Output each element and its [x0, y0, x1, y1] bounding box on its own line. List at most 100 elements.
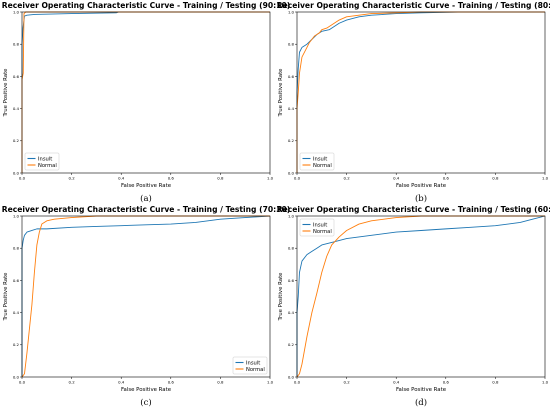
- roc-line-normal: [296, 215, 545, 378]
- y-tick-label: 0.4: [13, 106, 20, 111]
- panel-sub-label: (c): [140, 397, 151, 408]
- legend-label-insult: Insult: [38, 156, 52, 162]
- panel-sub-label: (a): [140, 193, 152, 204]
- y-tick-label: 0.6: [13, 74, 20, 79]
- roc-line-insult: [21, 11, 270, 173]
- y-tick-label: 1.0: [288, 213, 295, 218]
- legend-label-insult: Insult: [246, 360, 260, 366]
- plot-frame: [21, 215, 271, 378]
- panel-sub-label: (d): [415, 397, 427, 408]
- roc-line-insult: [296, 215, 546, 377]
- x-tick-label: 0.0: [294, 176, 301, 181]
- y-axis-label: True Positive Rate: [278, 272, 284, 322]
- chart-title: Receiver Operating Characteristic Curve …: [277, 205, 550, 214]
- y-tick-label: 0.4: [13, 310, 20, 315]
- chart-title: Receiver Operating Characteristic Curve …: [2, 1, 291, 10]
- y-tick-label: 1.0: [13, 9, 20, 14]
- x-tick-label: 0.8: [217, 176, 224, 181]
- x-axis-label: False Positive Rate: [396, 387, 447, 393]
- legend-box: [24, 152, 60, 171]
- x-tick-label: 0.0: [19, 176, 26, 181]
- y-tick-label: 1.0: [288, 9, 295, 14]
- legend-label-insult: Insult: [313, 222, 327, 228]
- legend-label-insult: Insult: [313, 156, 327, 162]
- roc-panel-d: Receiver Operating Characteristic Curve …: [275, 204, 550, 408]
- plot-frame: [21, 11, 271, 174]
- y-tick-label: 0.6: [13, 278, 20, 283]
- roc-chart-svg: Receiver Operating Characteristic Curve …: [277, 1, 550, 204]
- x-tick-label: 0.8: [492, 176, 499, 181]
- chart-title: Receiver Operating Characteristic Curve …: [277, 1, 550, 10]
- roc-line-insult: [296, 11, 545, 173]
- x-tick-label: 0.4: [393, 176, 400, 181]
- x-axis-label: False Positive Rate: [121, 387, 172, 393]
- x-axis-label: False Positive Rate: [396, 183, 447, 189]
- y-tick-label: 0.6: [288, 278, 295, 283]
- y-tick-label: 0.8: [13, 246, 20, 251]
- legend-label-normal: Normal: [38, 163, 57, 169]
- plot-frame: [296, 11, 546, 174]
- y-tick-label: 0.6: [288, 74, 295, 79]
- x-tick-label: 0.2: [344, 380, 351, 385]
- roc-panel-c: Receiver Operating Characteristic Curve …: [0, 204, 291, 408]
- legend-box: [232, 356, 268, 375]
- x-tick-label: 0.4: [118, 176, 125, 181]
- y-tick-label: 0.8: [13, 42, 20, 47]
- y-tick-label: 0.2: [13, 138, 20, 143]
- y-axis-label: True Positive Rate: [278, 68, 284, 118]
- legend-label-normal: Normal: [246, 367, 265, 373]
- legend-box: [299, 218, 335, 237]
- roc-chart-svg: Receiver Operating Characteristic Curve …: [277, 205, 550, 408]
- roc-chart-svg: Receiver Operating Characteristic Curve …: [2, 1, 291, 204]
- y-axis-label: True Positive Rate: [3, 272, 9, 322]
- y-axis-label: True Positive Rate: [3, 68, 9, 118]
- x-tick-label: 0.2: [344, 176, 351, 181]
- x-tick-label: 0.4: [118, 380, 125, 385]
- x-tick-label: 0.2: [69, 380, 76, 385]
- x-tick-label: 0.2: [69, 176, 76, 181]
- x-tick-label: 0.8: [217, 380, 224, 385]
- roc-line-normal: [21, 215, 270, 378]
- legend-label-normal: Normal: [313, 163, 332, 169]
- plot-frame: [296, 215, 546, 378]
- x-tick-label: 0.4: [393, 380, 400, 385]
- x-tick-label: 0.0: [294, 380, 301, 385]
- panel-sub-label: (b): [415, 193, 427, 204]
- y-tick-label: 1.0: [13, 213, 20, 218]
- x-tick-label: 1.0: [267, 176, 274, 181]
- y-tick-label: 0.2: [288, 342, 295, 347]
- x-tick-label: 0.6: [443, 380, 450, 385]
- roc-chart-svg: Receiver Operating Characteristic Curve …: [2, 205, 291, 408]
- x-tick-label: 0.8: [492, 380, 499, 385]
- roc-panel-b: Receiver Operating Characteristic Curve …: [275, 0, 550, 204]
- x-tick-label: 1.0: [267, 380, 274, 385]
- chart-title: Receiver Operating Characteristic Curve …: [2, 205, 291, 214]
- x-tick-label: 0.0: [19, 380, 26, 385]
- roc-line-normal: [21, 11, 270, 173]
- y-tick-label: 0.8: [288, 42, 295, 47]
- roc-line-insult: [21, 215, 271, 377]
- roc-line-normal: [296, 11, 545, 173]
- y-tick-label: 0.8: [288, 246, 295, 251]
- x-axis-label: False Positive Rate: [121, 183, 172, 189]
- x-tick-label: 0.6: [168, 380, 175, 385]
- x-tick-label: 1.0: [542, 176, 549, 181]
- roc-panel-a: Receiver Operating Characteristic Curve …: [0, 0, 291, 204]
- legend-box: [299, 152, 335, 171]
- y-tick-label: 0.4: [288, 106, 295, 111]
- y-tick-label: 0.0: [13, 374, 20, 379]
- x-tick-label: 0.6: [443, 176, 450, 181]
- y-tick-label: 0.4: [288, 310, 295, 315]
- y-tick-label: 0.0: [13, 170, 20, 175]
- y-tick-label: 0.2: [13, 342, 20, 347]
- legend-label-normal: Normal: [313, 229, 332, 235]
- y-tick-label: 0.0: [288, 170, 295, 175]
- y-tick-label: 0.0: [288, 374, 295, 379]
- y-tick-label: 0.2: [288, 138, 295, 143]
- x-tick-label: 1.0: [542, 380, 549, 385]
